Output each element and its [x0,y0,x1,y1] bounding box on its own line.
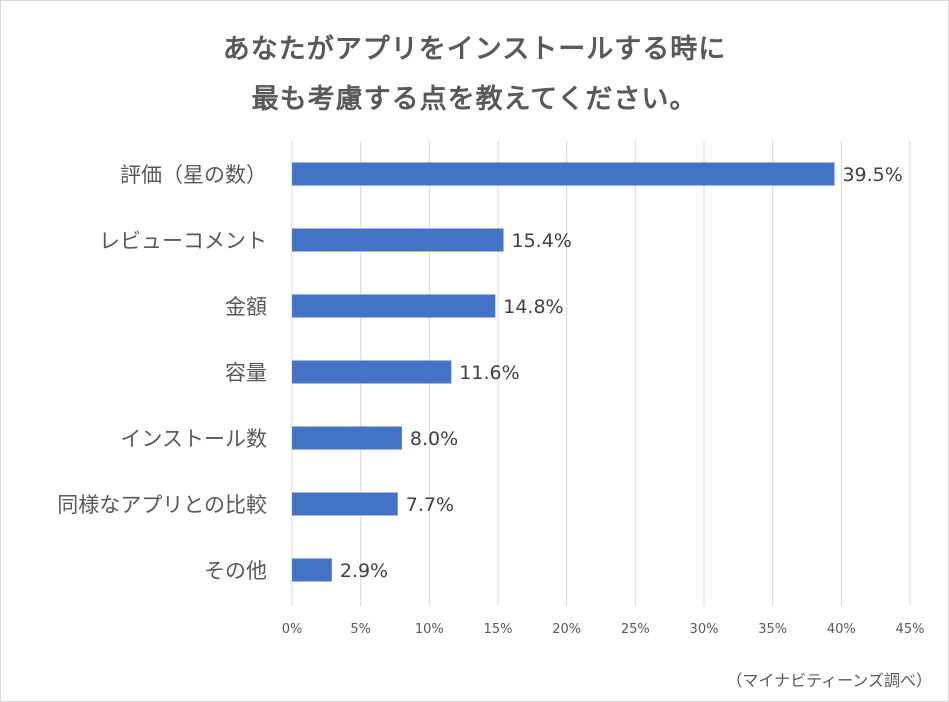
chart-title-line-1: あなたがアプリをインストールする時に [222,34,727,65]
value-label: 11.6% [459,362,519,384]
bar [292,162,835,186]
x-tick-label: 15% [484,622,513,637]
bars [292,162,835,582]
category-label: レビューコメント [99,229,267,253]
x-tick-label: 40% [827,622,856,637]
x-tick-label: 45% [896,622,925,637]
value-label: 8.0% [410,428,458,450]
chart-title-line-2: 最も考慮する点を教えてください。 [251,84,698,115]
x-tick-label: 0% [282,622,303,637]
category-label: その他 [204,559,267,583]
value-label: 15.4% [511,230,571,252]
x-tick-label: 30% [690,622,719,637]
category-label: 容量 [225,361,267,385]
bar [292,228,504,252]
source-note: （マイナビティーンズ調べ） [726,671,932,690]
x-tick-label: 5% [350,622,371,637]
x-tick-labels: 0% 5% 10% 15% 20% 25% 30% 35% 40% 45% [282,622,925,637]
value-labels: 39.5% 15.4% 14.8% 11.6% 8.0% 7.7% 2.9% [340,164,903,582]
x-tick-label: 20% [552,622,581,637]
category-label: 評価（星の数） [120,163,267,187]
bar [292,558,332,582]
bar [292,360,452,384]
bar [292,294,496,318]
value-label: 14.8% [503,296,563,318]
category-label: 同様なアプリとの比較 [57,493,267,517]
category-label: インストール数 [120,427,267,451]
bar [292,426,402,450]
value-label: 7.7% [406,494,454,516]
category-label: 金額 [225,295,267,319]
bar [292,492,398,516]
value-label: 39.5% [842,164,902,186]
value-label: 2.9% [340,560,388,582]
x-tick-label: 10% [415,622,444,637]
x-tick-label: 25% [621,622,650,637]
x-tick-label: 35% [758,622,787,637]
